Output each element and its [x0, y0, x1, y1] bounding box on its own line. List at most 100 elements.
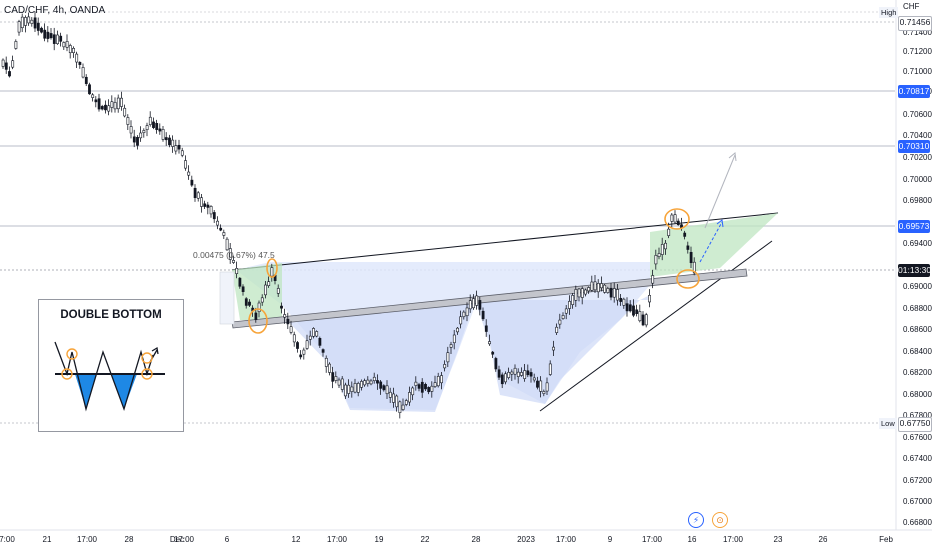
candle-up — [289, 326, 293, 333]
symbol-title[interactable]: CAD/CHF, 4h, OANDA — [4, 5, 106, 16]
candle-up — [196, 192, 200, 199]
candle-up — [116, 97, 120, 110]
candle-down — [536, 380, 539, 388]
candle-down — [49, 33, 53, 39]
event-icon[interactable]: ⊙ — [712, 512, 728, 528]
candle-up — [532, 377, 536, 381]
time-tick-label: 28 — [471, 535, 481, 544]
candle-down — [379, 381, 383, 389]
time-tick-label: 17:00 — [76, 535, 98, 544]
candle-up — [670, 214, 674, 222]
candle-up — [257, 302, 261, 312]
candle-down — [219, 227, 223, 231]
candle-up — [264, 284, 267, 296]
high-label: High — [879, 7, 899, 18]
price-tick-label: 0.67600 — [903, 433, 932, 442]
candle-up — [593, 281, 597, 291]
neckline-band[interactable] — [231, 268, 748, 329]
candle-up — [657, 253, 661, 257]
candle-down — [635, 309, 639, 314]
candle-up — [145, 125, 149, 130]
time-tick-label: 23 — [773, 535, 783, 544]
candle-up — [14, 41, 18, 49]
candle-up — [539, 380, 543, 392]
candle-up — [126, 117, 130, 125]
candle-up — [353, 383, 357, 393]
candle-up — [388, 391, 392, 398]
candle-up — [446, 352, 450, 363]
candle-up — [184, 160, 187, 169]
candle-up — [510, 371, 514, 375]
candle-up — [606, 288, 610, 293]
flash-icon[interactable]: ⚡ — [688, 512, 704, 528]
candle-up — [574, 289, 578, 301]
time-tick-label: 9 — [607, 535, 613, 544]
level-tag-1[interactable]: 0.70817 — [898, 85, 930, 98]
candle-up — [366, 379, 370, 384]
marker-left-bottom — [248, 308, 268, 334]
candle-up — [475, 295, 479, 306]
price-tick-label: 0.68200 — [903, 368, 932, 377]
high-price-tag: 0.71456 — [898, 16, 932, 31]
candle-up — [580, 288, 584, 298]
candle-down — [97, 98, 101, 110]
price-tick-label: 0.67200 — [903, 476, 932, 485]
candle-up — [468, 300, 472, 310]
projection-arrow-grey-head — [728, 152, 737, 162]
candle-up — [372, 376, 376, 382]
candle-down — [331, 372, 335, 382]
candle-up — [542, 391, 546, 394]
candle-up — [568, 301, 571, 309]
candle-down — [484, 325, 488, 332]
time-tick-label: 21 — [42, 535, 52, 544]
double-bottom-callout[interactable]: DOUBLE BOTTOM — [38, 299, 184, 432]
candle-up — [1, 59, 5, 67]
time-tick-label: 17:00 — [722, 535, 744, 544]
pattern-title: DOUBLE BOTTOM — [60, 309, 162, 321]
candle-down — [4, 62, 8, 70]
candle-down — [43, 29, 47, 39]
time-tick-label: 7:00 — [0, 535, 15, 544]
candle-down — [203, 203, 207, 207]
channel-upper-line[interactable] — [231, 212, 779, 271]
candle-up — [120, 97, 123, 107]
candle-up — [302, 349, 306, 355]
price-tick-label: 0.69800 — [903, 196, 932, 205]
candle-down — [78, 61, 82, 65]
candle-up — [638, 311, 642, 322]
candle-down — [164, 137, 168, 141]
marker-left-top — [266, 258, 278, 278]
right-entry-marker — [141, 368, 153, 380]
candle-down — [478, 300, 482, 310]
level-tag-3[interactable]: 0.69573 — [898, 220, 930, 233]
candle-up — [324, 357, 328, 367]
candle-up — [443, 364, 447, 369]
candle-down — [296, 342, 299, 349]
candle-down — [628, 304, 632, 312]
candle-up — [129, 126, 133, 134]
candle-up — [692, 261, 696, 274]
candles-group[interactable] — [1, 11, 696, 419]
candle-down — [33, 17, 37, 29]
candle-down — [8, 71, 11, 77]
candle-down — [625, 303, 629, 312]
right-peak-marker — [141, 352, 153, 364]
candle-up — [200, 197, 203, 207]
price-tick-label: 0.70400 — [903, 131, 932, 140]
candle-up — [347, 384, 351, 394]
candle-up — [612, 288, 616, 298]
candle-down — [46, 31, 50, 39]
candle-down — [248, 301, 251, 306]
level-tag-2[interactable]: 0.70310 — [898, 140, 930, 153]
candle-up — [660, 244, 664, 255]
candle-down — [52, 34, 56, 44]
rising-support-line[interactable] — [539, 240, 773, 412]
projection-arrow-blue-head — [716, 219, 724, 228]
candle-up — [408, 392, 411, 403]
candle-up — [270, 267, 274, 277]
candle-up — [651, 275, 655, 284]
candle-up — [11, 60, 15, 68]
candle-up — [312, 328, 315, 337]
